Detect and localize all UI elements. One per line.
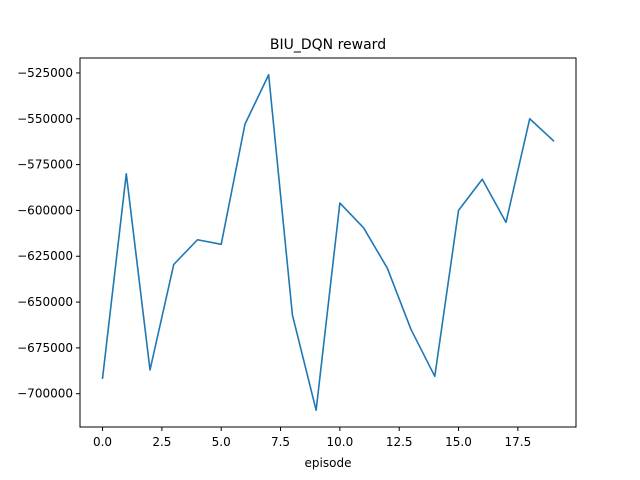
x-tick-label: 5.0	[212, 435, 231, 449]
y-tick-label: −625000	[17, 249, 73, 263]
y-axis-ticks: −525000 −550000 −575000 −600000 −625000 −6500…	[17, 66, 80, 401]
x-tick-label: 15.0	[445, 435, 472, 449]
x-tick-label: 10.0	[327, 435, 354, 449]
y-tick-label: −525000	[17, 66, 73, 80]
x-tick-label: 0.0	[93, 435, 112, 449]
plot-frame	[79, 57, 577, 428]
y-tick-label: −575000	[17, 158, 73, 172]
x-tick-label: 7.5	[271, 435, 290, 449]
x-axis-ticks: 0.0 2.5 5.0 7.5 10.0 12.5 15.0 17.5	[93, 427, 531, 449]
series-line	[101, 73, 555, 412]
chart-title: BIU_DQN reward	[270, 37, 386, 53]
y-tick-label: −550000	[17, 112, 73, 126]
y-tick-label: −675000	[17, 341, 73, 355]
x-tick-label: 17.5	[504, 435, 531, 449]
y-tick-label: −700000	[17, 387, 73, 401]
x-axis-label: episode	[305, 456, 352, 470]
x-tick-label: 2.5	[152, 435, 171, 449]
x-tick-label: 12.5	[386, 435, 413, 449]
y-tick-label: −600000	[17, 203, 73, 217]
y-tick-label: −650000	[17, 295, 73, 309]
